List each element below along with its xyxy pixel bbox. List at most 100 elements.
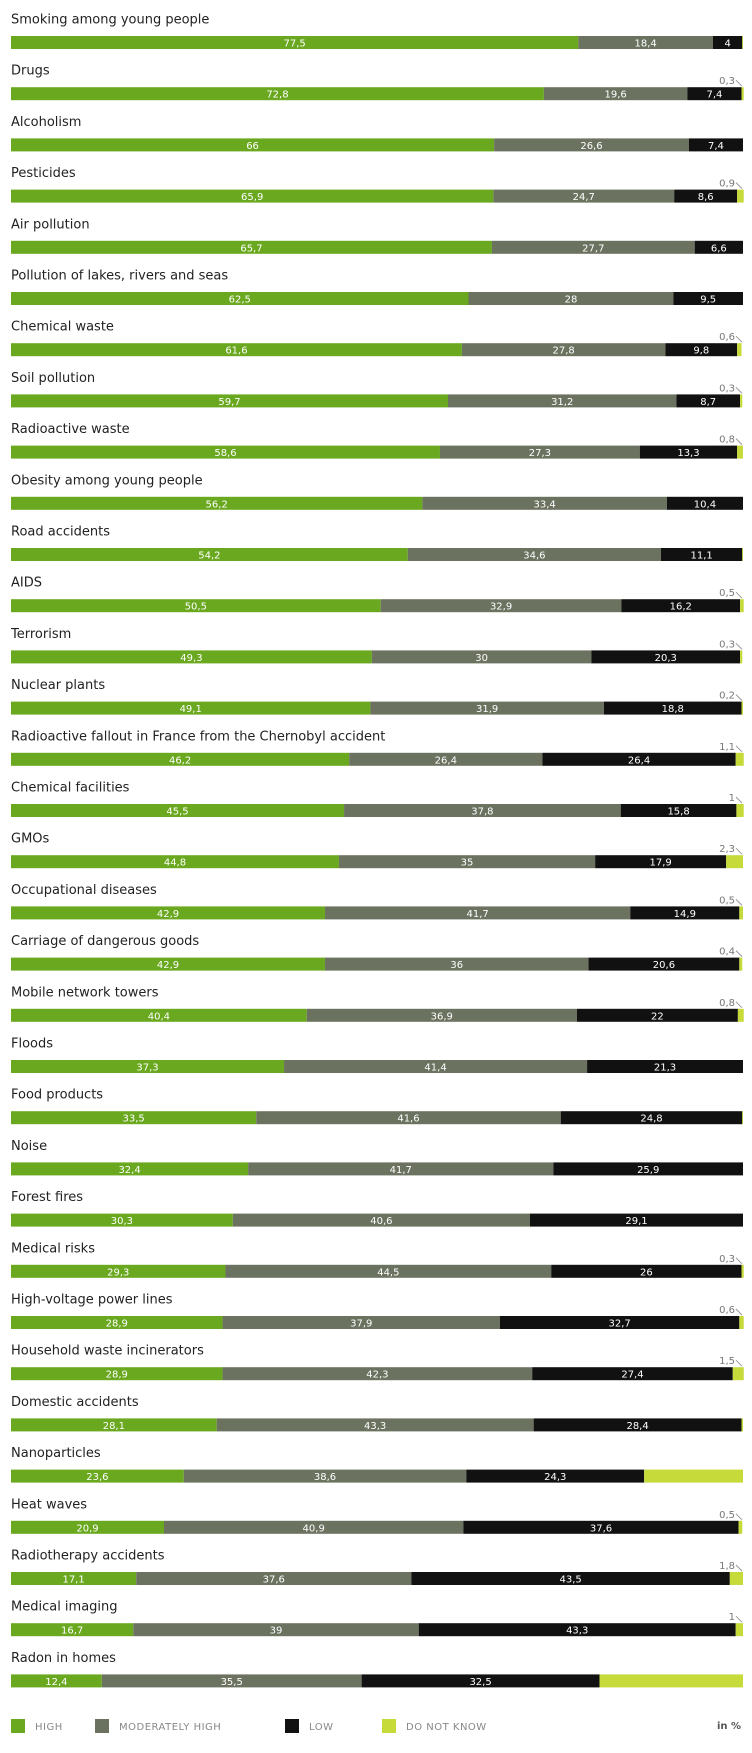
bar-segment [666,496,743,510]
bar-segment [741,87,744,101]
bar-segment [448,394,677,408]
value-label: 38,6 [314,1472,336,1483]
value-label: 62,5 [229,295,251,306]
value-label: 28,9 [106,1319,128,1330]
bar-segment [644,1469,743,1483]
value-label: 43,3 [566,1626,588,1637]
legend-swatch [11,1719,25,1733]
category-label: Drugs [11,64,50,79]
value-label: 19,6 [604,90,626,101]
value-label: 28,4 [626,1421,648,1432]
leader-line [735,438,743,445]
leader-line [735,335,743,343]
bar-segment [418,1623,736,1637]
value-label: 59,7 [218,397,240,408]
value-label: 0,6 [719,332,735,343]
bar-segment [11,957,326,971]
value-label: 36,9 [431,1011,453,1022]
value-label: 0,4 [719,947,735,958]
bar-segment [578,36,713,49]
bar-segment [620,804,737,817]
bar-segment [248,1162,554,1176]
bar-segment [687,87,742,101]
value-label: 28 [565,295,578,306]
value-label: 37,6 [263,1575,285,1586]
bar-segment [588,957,740,971]
value-label: 6,6 [711,243,727,254]
bar-segment [661,548,743,561]
category-label: Radiotherapy accidents [11,1549,165,1564]
bar-segment [466,1469,645,1483]
value-label: 25,9 [637,1165,659,1176]
legend-label: HIGH [35,1722,63,1733]
value-label: 26 [640,1267,653,1278]
value-label: 26,6 [580,141,602,152]
bar-segment [742,548,743,561]
bar-segment [371,650,592,664]
bar-segment [11,1111,257,1125]
value-label: 42,9 [157,960,179,971]
bar-segment [11,240,492,254]
value-label: 35 [461,858,474,869]
category-label: Smoking among young people [11,13,209,28]
bar-segment [729,1572,743,1585]
value-label: 7,4 [708,141,724,152]
legend-swatch [285,1719,299,1733]
category-label: Radon in homes [11,1651,116,1666]
value-label: 40,4 [148,1011,170,1022]
bar-segment [494,138,689,152]
bar-segment [349,752,543,766]
bar-segment [11,1623,134,1637]
value-label: 49,1 [180,704,202,715]
bar-segment [739,1316,744,1329]
value-label: 31,2 [551,397,573,408]
value-label: 54,2 [198,551,220,562]
value-label: 43,3 [364,1421,386,1432]
value-label: 0,5 [719,1510,735,1521]
bar-segment [533,1418,742,1432]
value-label: 1,1 [719,742,735,753]
value-label: 27,3 [529,448,551,459]
bar-segment [11,445,440,459]
bar-segment [621,599,741,613]
value-label: 77,5 [284,39,306,50]
bar-segment [11,496,423,510]
category-label: Carriage of dangerous goods [11,934,199,949]
bar-segment [739,957,743,971]
bar-segment [529,1213,743,1227]
bar-segment [587,1060,743,1073]
category-label: Forest fires [11,1190,83,1205]
value-label: 1,5 [719,1356,735,1367]
value-label: 8,7 [700,397,716,408]
bar-segment [11,87,544,101]
value-label: 39 [270,1626,283,1637]
bar-segment [736,804,744,817]
unit-label: in % [717,1721,741,1732]
bar-segment [461,343,666,357]
value-label: 20,3 [655,653,677,664]
leader-line [735,847,743,855]
category-label: Pollution of lakes, rivers and seas [11,269,228,284]
category-label: Noise [11,1139,47,1154]
bar-segment [463,1520,739,1534]
value-label: 18,8 [662,704,684,715]
bar-segment [225,1264,552,1278]
bar-segment [737,189,744,203]
bar-segment [11,548,408,561]
value-label: 34,6 [523,551,545,562]
value-label: 44,8 [164,858,186,869]
value-label: 45,5 [166,807,188,818]
bar-segment [11,292,469,305]
value-label: 20,9 [76,1523,98,1534]
bar-segment [11,1674,102,1688]
category-label: Heat waves [11,1497,87,1512]
bar-segment [222,1316,500,1329]
category-label: Nuclear plants [11,678,105,693]
bar-segment [11,343,462,357]
bar-segment [741,1418,743,1432]
bar-segment [576,1008,738,1022]
value-label: 9,5 [700,295,716,306]
value-label: 56,2 [206,499,228,510]
value-label: 42,9 [157,909,179,920]
